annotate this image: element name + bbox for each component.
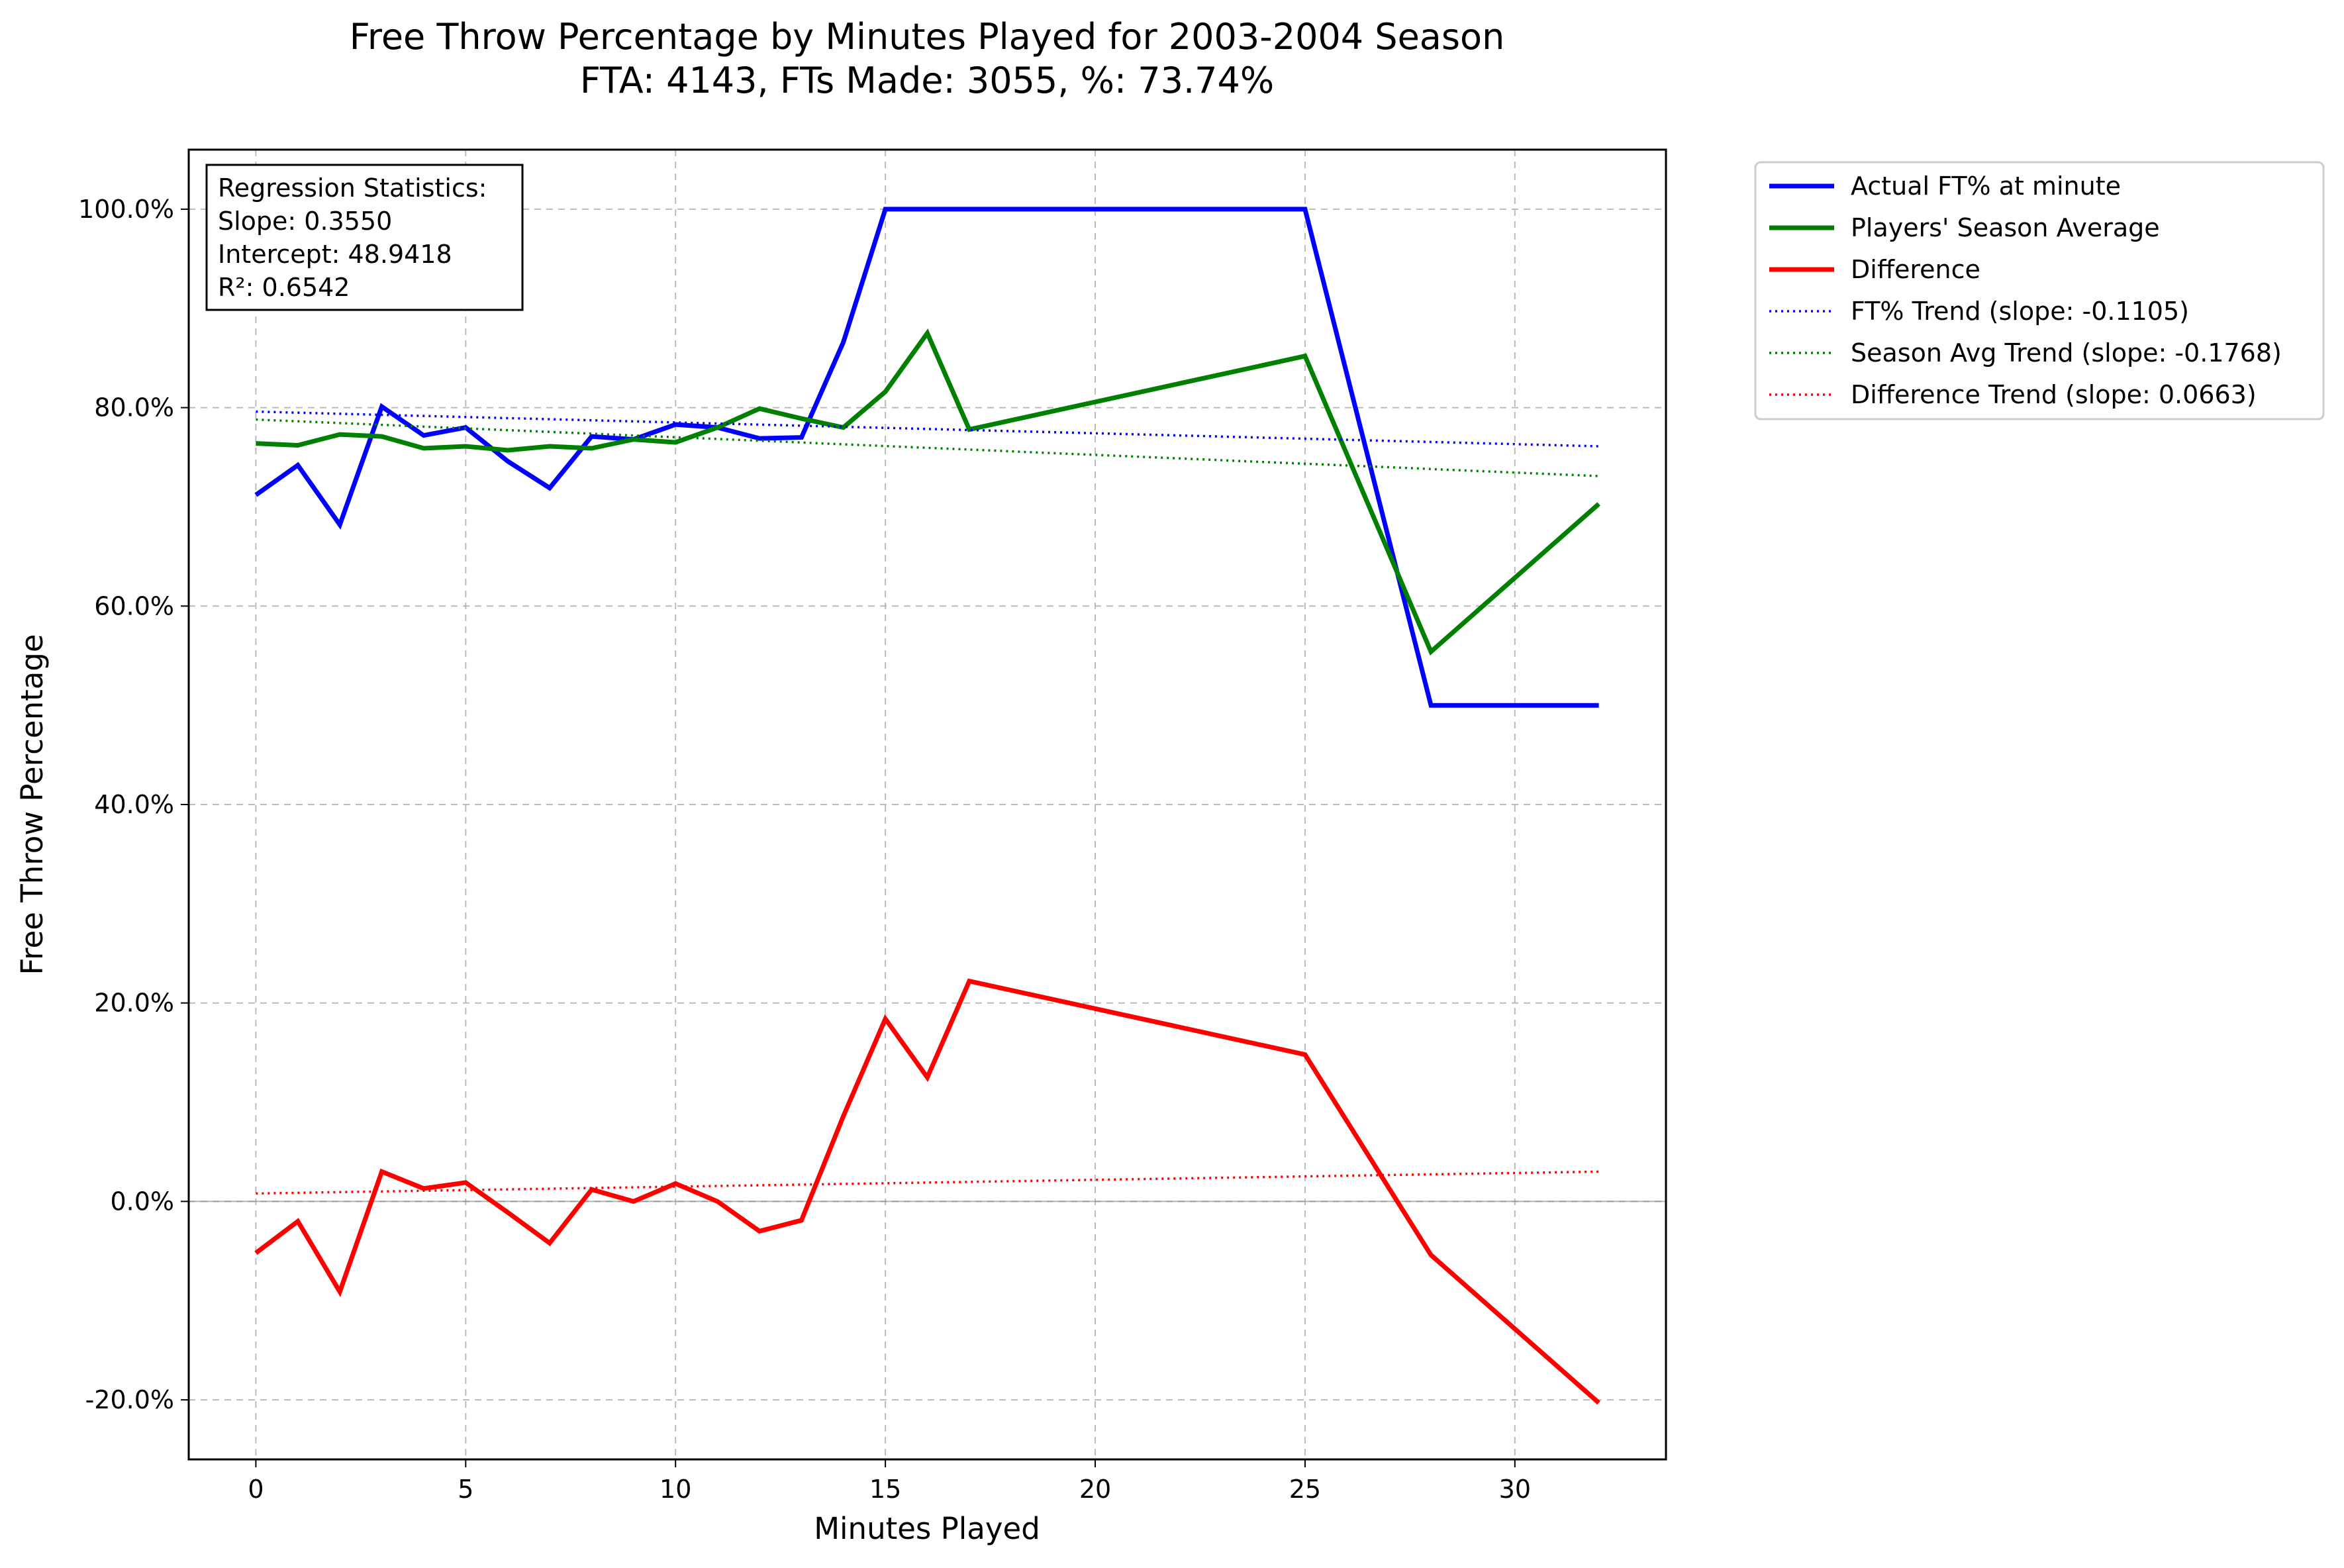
legend-label: FT% Trend (slope: -0.1105) [1851, 297, 2189, 326]
stats-line-header: Regression Statistics: [218, 173, 487, 203]
stats-line-r2: R²: 0.6542 [218, 273, 350, 302]
x-tick-label: 5 [458, 1475, 473, 1504]
stats-line-intercept: Intercept: 48.9418 [218, 240, 452, 269]
series-line-difference [254, 978, 1600, 1405]
y-tick-label: 80.0% [94, 393, 174, 422]
y-tick-label: 60.0% [94, 591, 174, 620]
chart-title: Free Throw Percentage by Minutes Played … [350, 16, 1505, 58]
x-tick-label: 30 [1499, 1475, 1531, 1504]
series-layer [254, 207, 1600, 1405]
legend-items: Actual FT% at minute Players' Season Aver… [1769, 172, 2282, 409]
chart-subtitle: FTA: 4143, FTs Made: 3055, %: 73.74% [580, 60, 1274, 101]
y-tick-label: 40.0% [94, 790, 174, 819]
x-axis-label: Minutes Played [814, 1511, 1040, 1546]
tick-layer: 0 5 10 15 20 25 30 -20.0% 0.0% 20.0% 40.0% 60.0% 80.… [78, 195, 1531, 1504]
legend-label: Actual FT% at minute [1851, 172, 2121, 201]
y-tick-label: 0.0% [110, 1187, 174, 1216]
y-tick-label: -20.0% [85, 1385, 174, 1414]
regression-stats-box: Regression Statistics: Slope: 0.3550 Int… [205, 164, 524, 311]
y-axis-label: Free Throw Percentage [15, 634, 50, 975]
x-tick-label: 20 [1079, 1475, 1111, 1504]
series-line-players-season-average [256, 328, 1600, 656]
legend-label: Difference [1851, 255, 1980, 284]
legend: Actual FT% at minute Players' Season Aver… [1754, 161, 2325, 420]
series-line-actual-ft-at-minute [254, 207, 1599, 708]
stats-box-frame [205, 164, 524, 311]
legend-frame [1754, 161, 2325, 420]
legend-label: Difference Trend (slope: 0.0663) [1851, 380, 2257, 409]
x-tick-label: 0 [248, 1475, 264, 1504]
x-tick-label: 15 [869, 1475, 901, 1504]
legend-label: Players' Season Average [1851, 213, 2160, 242]
y-tick-label: 20.0% [94, 989, 174, 1018]
x-tick-label: 25 [1289, 1475, 1321, 1504]
y-tick-label: 100.0% [78, 195, 174, 224]
stats-line-slope: Slope: 0.3550 [218, 207, 392, 236]
x-tick-label: 10 [659, 1475, 691, 1504]
legend-label: Season Avg Trend (slope: -0.1768) [1851, 338, 2282, 368]
